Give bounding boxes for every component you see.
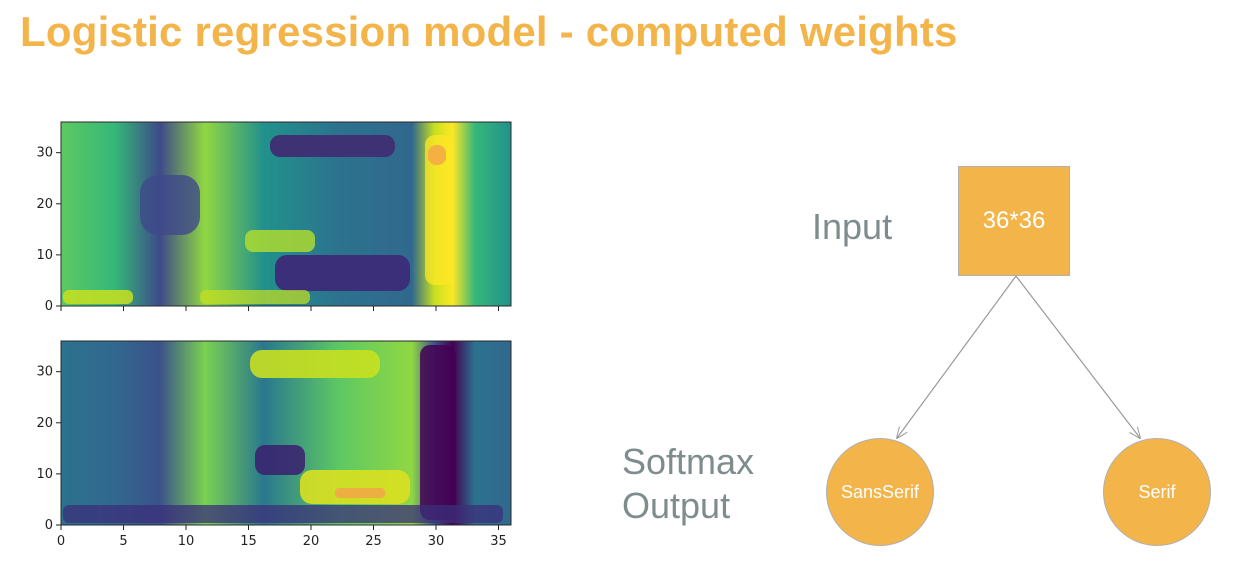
heatmap-bottom-cell — [250, 350, 380, 378]
softmax-output-label: Softmax Output — [622, 440, 754, 528]
heatmap-bottom-frame — [60, 340, 512, 526]
heatmap-bottom-x-ticks: 0 5 10 15 20 25 30 35 — [57, 525, 507, 549]
heatmap-bottom-cell — [420, 345, 456, 520]
y-tick-label: 10 — [36, 248, 53, 263]
x-tick-label: 5 — [119, 534, 127, 549]
heatmap-top-cell — [63, 290, 133, 304]
heatmap-top-cell — [270, 135, 395, 157]
slide-title: Logistic regression model - computed wei… — [20, 8, 958, 55]
y-tick-label: 30 — [36, 365, 53, 380]
edge-to-serif — [1015, 275, 1140, 438]
heatmap-top-cell — [275, 255, 410, 291]
heatmap-top-frame — [60, 121, 512, 307]
heatmap-top-cell — [245, 230, 315, 252]
x-tick-label: 25 — [365, 534, 382, 549]
heatmap-top-x-ticks — [60, 306, 499, 311]
output-node-sansserif: SansSerif — [826, 438, 934, 546]
heatmap-top-cell — [428, 145, 446, 165]
y-tick-label: 20 — [36, 197, 53, 212]
y-tick-label: 20 — [36, 416, 53, 431]
x-tick-label: 10 — [178, 534, 195, 549]
y-tick-label: 30 — [36, 146, 53, 161]
x-tick-label: 0 — [57, 534, 65, 549]
edge-to-sansserif — [897, 275, 1017, 438]
y-tick-label: 10 — [36, 467, 53, 482]
x-tick-label: 30 — [428, 534, 445, 549]
y-tick-label: 0 — [45, 299, 53, 314]
heatmap-bottom-cell — [255, 445, 305, 475]
heatmap-bottom-y-ticks: 0 10 20 30 — [36, 365, 61, 533]
softmax-label-line1: Softmax — [622, 441, 755, 482]
output-node-serif: Serif — [1103, 438, 1211, 546]
heatmap-top-y-ticks: 0 10 20 30 — [36, 146, 61, 314]
input-label: Input — [812, 206, 893, 247]
input-node: 36*36 — [958, 166, 1070, 276]
x-tick-label: 15 — [240, 534, 257, 549]
weight-heatmaps: 0 10 20 30 0 10 20 30 0 5 10 15 20 25 30 35 — [36, 121, 512, 549]
heatmap-bottom-cell — [335, 488, 385, 498]
softmax-label-line2: Output — [622, 485, 731, 526]
x-tick-label: 20 — [303, 534, 320, 549]
heatmap-bottom-cell — [63, 505, 503, 523]
heatmap-bottom — [60, 340, 512, 526]
heatmap-top-cell — [140, 175, 200, 235]
x-tick-label: 35 — [490, 534, 507, 549]
heatmap-top-cell — [425, 135, 453, 285]
heatmap-top — [60, 121, 512, 307]
heatmap-top-cell — [200, 290, 310, 304]
y-tick-label: 0 — [45, 518, 53, 533]
